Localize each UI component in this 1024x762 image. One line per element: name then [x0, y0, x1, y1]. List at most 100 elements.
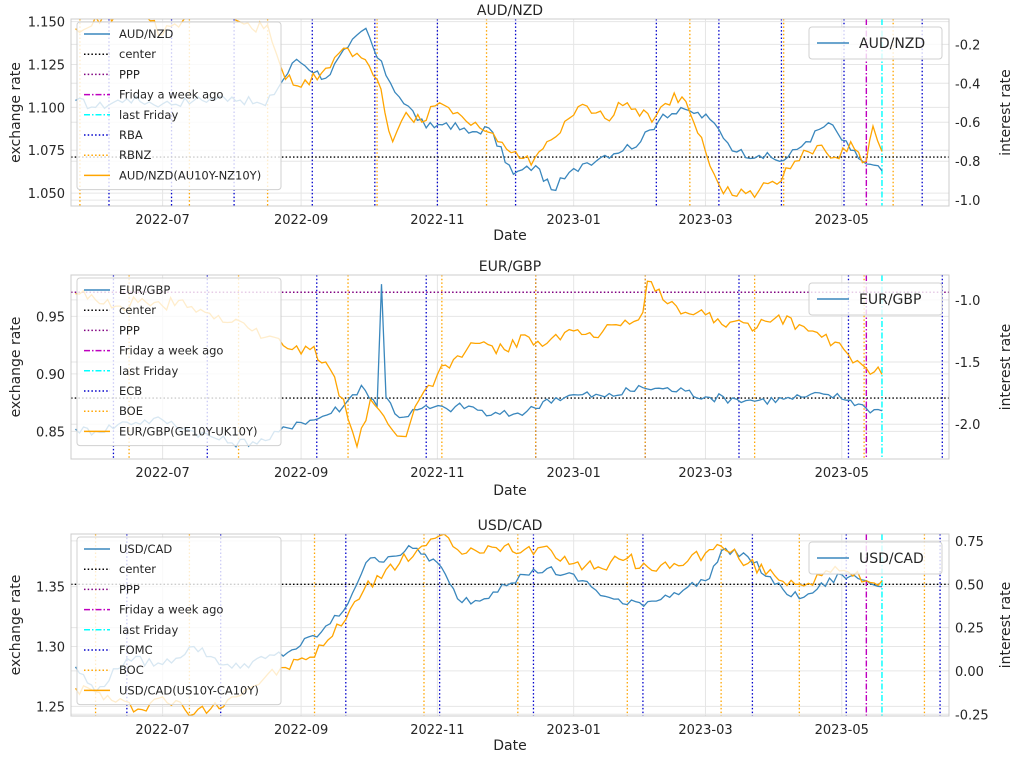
y-tick-label-right: 0.75	[955, 535, 984, 550]
legend-box	[76, 277, 282, 447]
legend-entry: Friday a week ago	[119, 603, 223, 617]
x-tick-label: 2022-07	[135, 213, 189, 228]
x-tick-label: 2022-11	[410, 213, 464, 228]
legend-entry: last Friday	[119, 623, 178, 637]
legend-entry: USD/CAD	[859, 551, 924, 567]
legend-entry: BOC	[119, 663, 144, 677]
y-axis-label-left: exchange rate	[8, 317, 24, 418]
y-tick-label-left: 0.95	[36, 310, 65, 325]
legend-entry: PPP	[119, 323, 140, 337]
x-tick-label: 2022-09	[274, 466, 328, 481]
y-tick-label-right: -0.25	[955, 708, 989, 723]
y-tick-label-right: 0.50	[955, 578, 984, 593]
y-axis-label-left: exchange rate	[8, 575, 24, 676]
legend-entry: last Friday	[119, 364, 178, 378]
legend-left: USD/CAD center PPP Friday a week ago last Fr…	[76, 536, 282, 706]
legend-entry: EUR/GBP(GE10Y-UK10Y)	[119, 424, 258, 438]
chart-panel-1: 2022-07 2022-09 2022-11 2023-01 2023-03 2023-…	[8, 259, 1014, 499]
legend-box	[76, 21, 282, 191]
legend-entry: BOE	[119, 404, 143, 418]
y-tick-label-right: 0.25	[955, 622, 984, 637]
x-axis-label: Date	[493, 483, 526, 499]
x-tick-label: 2022-07	[135, 723, 189, 738]
y-axis-label-right: interest rate	[998, 324, 1014, 411]
legend-left: AUD/NZD center PPP Friday a week ago last Fr…	[76, 21, 282, 191]
chart-title: EUR/GBP	[479, 259, 541, 275]
chart-title: USD/CAD	[478, 518, 543, 534]
x-tick-label: 2023-03	[678, 466, 732, 481]
x-tick-label: 2022-11	[410, 723, 464, 738]
legend-entry: EUR/GBP	[119, 283, 170, 297]
x-axis-label: Date	[493, 228, 526, 244]
legend-entry: RBNZ	[119, 148, 151, 162]
legend-entry: AUD/NZD(AU10Y-NZ10Y)	[119, 168, 261, 182]
y-tick-label-left: 1.30	[36, 641, 65, 656]
y-tick-label-left: 1.050	[28, 187, 65, 202]
x-tick-label: 2023-05	[815, 213, 869, 228]
legend-entry: ECB	[119, 384, 142, 398]
y-tick-label-left: 0.90	[36, 368, 65, 383]
y-axis-label-left: exchange rate	[8, 62, 24, 163]
y-tick-label-right: -1.0	[955, 294, 980, 309]
legend-right: EUR/GBP	[808, 282, 943, 316]
legend-entry: center	[119, 303, 156, 317]
y-tick-label-left: 1.25	[36, 700, 65, 715]
legend-box	[808, 26, 943, 60]
legend-entry: EUR/GBP	[859, 292, 921, 308]
y-tick-label-left: 1.35	[36, 581, 65, 596]
x-tick-label: 2022-07	[135, 466, 189, 481]
y-tick-label-right: -1.5	[955, 356, 980, 371]
x-tick-label: 2023-03	[678, 213, 732, 228]
y-tick-label-right: -0.4	[955, 77, 980, 92]
x-tick-label: 2023-05	[815, 723, 869, 738]
y-axis-label-right: interest rate	[998, 582, 1014, 669]
legend-entry: FOMC	[119, 643, 153, 657]
axes-frame	[70, 18, 950, 207]
legend-entry: center	[119, 47, 156, 61]
x-axis-label: Date	[493, 738, 526, 754]
x-tick-label: 2022-09	[274, 723, 328, 738]
x-tick-label: 2023-01	[547, 466, 601, 481]
legend-entry: PPP	[119, 67, 140, 81]
x-tick-label: 2023-03	[678, 723, 732, 738]
yield-diff-series-line	[74, 534, 883, 716]
y-tick-label-left: 1.100	[28, 101, 65, 116]
y-tick-label-right: -0.2	[955, 38, 980, 53]
legend-box	[808, 541, 943, 575]
y-tick-label-right: 0.00	[955, 665, 984, 680]
yield-diff-series-line	[75, 19, 883, 199]
y-tick-label-left: 1.075	[28, 144, 65, 159]
legend-right: USD/CAD	[808, 541, 943, 575]
legend-entry: AUD/NZD	[859, 36, 925, 52]
legend-entry: Friday a week ago	[119, 88, 223, 102]
legend-right: AUD/NZD	[808, 26, 943, 60]
legend-entry: Friday a week ago	[119, 344, 223, 358]
legend-entry: PPP	[119, 582, 140, 596]
legend-entry: last Friday	[119, 108, 178, 122]
axes-frame	[70, 533, 950, 717]
legend-entry: RBA	[119, 128, 143, 142]
y-tick-label-right: -0.8	[955, 155, 980, 170]
y-tick-label-right: -1.0	[955, 194, 980, 209]
y-tick-label-left: 0.85	[36, 425, 65, 440]
legend-entry: AUD/NZD	[119, 27, 173, 41]
legend-box	[808, 282, 943, 316]
legend-entry: USD/CAD	[119, 542, 172, 556]
y-tick-label-left: 1.125	[28, 58, 65, 73]
y-tick-label-left: 1.150	[28, 16, 65, 31]
y-axis-label-right: interest rate	[998, 69, 1014, 156]
y-tick-label-right: -2.0	[955, 418, 980, 433]
legend-left: EUR/GBP center PPP Friday a week ago last Fr…	[76, 277, 282, 447]
legend-box	[76, 536, 282, 706]
x-tick-label: 2022-11	[410, 466, 464, 481]
chart-title: AUD/NZD	[477, 3, 543, 19]
x-tick-label: 2023-05	[815, 466, 869, 481]
x-tick-label: 2023-01	[547, 723, 601, 738]
legend-entry: USD/CAD(US10Y-CA10Y)	[119, 683, 259, 697]
legend-entry: center	[119, 562, 156, 576]
x-tick-label: 2023-01	[547, 213, 601, 228]
y-tick-label-right: -0.6	[955, 116, 980, 131]
axes-frame	[70, 274, 950, 460]
chart-panel-0: 2022-07 2022-09 2022-11 2023-01 2023-03 2023-…	[8, 3, 1014, 244]
